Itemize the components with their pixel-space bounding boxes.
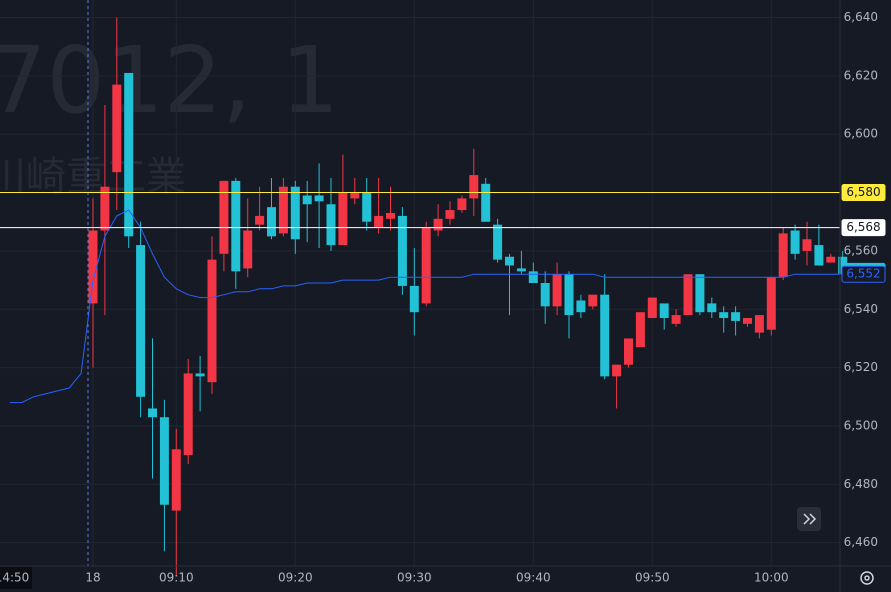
y-tick-label: 6,640 — [844, 10, 878, 24]
y-tick-label: 6,540 — [844, 302, 878, 316]
candle-body — [754, 315, 764, 333]
candle-body — [421, 227, 431, 304]
x-tick-label: 09:50 — [635, 571, 670, 585]
candle-body — [219, 180, 229, 254]
candle-body — [731, 312, 741, 321]
candle-body — [516, 268, 526, 272]
candle-body — [588, 294, 598, 307]
price-label-box — [841, 219, 886, 237]
y-tick-label: 6,600 — [844, 127, 878, 141]
candle-body — [600, 294, 610, 377]
candle-body — [159, 417, 169, 505]
candle-body — [695, 274, 705, 313]
candle-body — [148, 408, 157, 418]
candle-body — [457, 198, 467, 211]
candle-body — [528, 271, 538, 283]
candle-body — [267, 207, 276, 237]
candle-body — [552, 274, 562, 307]
candle-body — [433, 218, 443, 231]
candle-body — [207, 259, 217, 383]
crosshair-time-box — [0, 567, 32, 589]
candle-body — [743, 318, 752, 324]
candle-body — [112, 84, 122, 173]
candle-body — [397, 215, 407, 286]
x-tick-label: 09:10 — [159, 571, 194, 585]
candle-body — [338, 192, 348, 246]
price-label-box — [841, 265, 886, 283]
candle-body — [493, 224, 503, 260]
candle-body — [374, 215, 384, 228]
price-label: 6,580 — [846, 185, 880, 199]
candle-body — [671, 315, 681, 324]
y-tick-label: 6,460 — [844, 535, 878, 549]
candle-body — [362, 192, 372, 222]
scroll-icon — [803, 513, 817, 525]
y-tick-label: 6,520 — [844, 360, 878, 374]
candle-body — [790, 230, 800, 254]
candle-body — [445, 210, 455, 219]
candle-body — [386, 212, 395, 219]
candle-body — [814, 245, 824, 266]
candle-body — [826, 256, 836, 263]
candle-body — [683, 274, 693, 316]
x-tick-label: 18 — [85, 571, 100, 585]
candle-body — [647, 297, 657, 319]
candle-body — [314, 195, 324, 202]
candle-body — [278, 186, 288, 234]
candle-body — [778, 233, 788, 278]
candle-body — [231, 180, 241, 272]
candle-body — [183, 373, 193, 456]
x-tick-label: 09:20 — [278, 571, 313, 585]
x-tick-label: 10:00 — [754, 571, 789, 585]
candle-body — [469, 175, 479, 199]
candle-body — [243, 230, 253, 269]
watermark: 7012, 1 — [0, 27, 339, 134]
candle-body — [290, 186, 300, 240]
candle-body — [612, 364, 622, 377]
axis: 6,460 6,480 6,500 6,520 6,540 6,560 6,580 6,600… — [85, 10, 886, 585]
y-tick-label: 6,500 — [844, 418, 878, 432]
price-label: 6,568 — [846, 220, 880, 234]
settings-button[interactable] — [860, 571, 874, 585]
candle-body — [100, 186, 110, 231]
candle-body — [564, 274, 574, 316]
candle-body — [124, 72, 134, 237]
plot — [0, 17, 848, 575]
y-tick-label: 6,560 — [844, 243, 878, 257]
candle-body — [195, 373, 205, 377]
candle-body — [659, 303, 669, 319]
candle-body — [719, 312, 729, 319]
candle-body — [766, 277, 776, 330]
price-label: 6,552 — [846, 267, 880, 281]
candle-body — [409, 285, 419, 313]
candle-body — [481, 183, 491, 222]
candle-body — [255, 215, 265, 225]
settings-icon — [864, 575, 870, 581]
candle-body — [136, 245, 146, 397]
crosshair-time: 14:50 — [0, 571, 29, 585]
y-tick-label: 6,480 — [844, 477, 878, 491]
candle-body — [505, 256, 514, 266]
x-tick-label: 09:30 — [397, 571, 432, 585]
candle-body — [707, 303, 717, 313]
candle-body — [302, 195, 312, 205]
candle-body — [326, 204, 336, 246]
y-tick-label: 6,620 — [844, 68, 878, 82]
candle-body — [802, 239, 812, 251]
candle-body — [350, 192, 360, 199]
price-label-box — [841, 184, 886, 202]
candle-body — [540, 283, 550, 307]
candle-body — [635, 312, 645, 348]
x-tick-label: 09:40 — [516, 571, 551, 585]
average-line — [9, 209, 843, 404]
candle-body — [624, 338, 633, 365]
candle-body — [88, 230, 98, 304]
candle-body — [576, 300, 586, 313]
candle-body — [171, 449, 181, 511]
